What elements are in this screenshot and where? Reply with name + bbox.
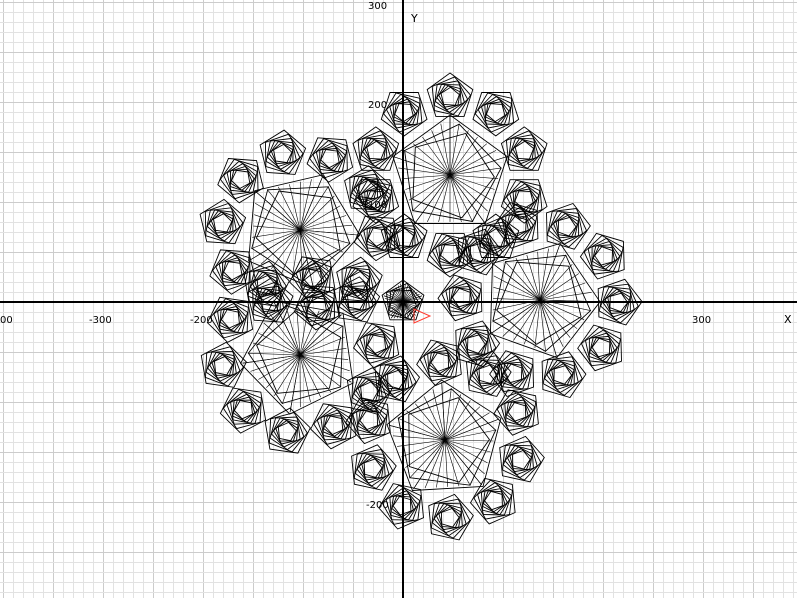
x-tick-300: 300: [692, 315, 711, 326]
x-axis-label: X: [784, 313, 792, 326]
x-tick-minus-200: -200: [190, 315, 213, 326]
geometric-pattern: [199, 72, 643, 541]
x-tick-left-edge: 00: [0, 315, 13, 326]
y-tick-200: 200: [368, 100, 387, 111]
y-axis-label: Y: [410, 12, 418, 25]
turtle-icon: [413, 308, 432, 324]
y-tick-minus-200: -200: [366, 500, 389, 511]
y-tick-100: 100: [368, 200, 387, 211]
x-tick-minus-300: -300: [89, 315, 112, 326]
y-tick-300: 300: [368, 1, 387, 12]
